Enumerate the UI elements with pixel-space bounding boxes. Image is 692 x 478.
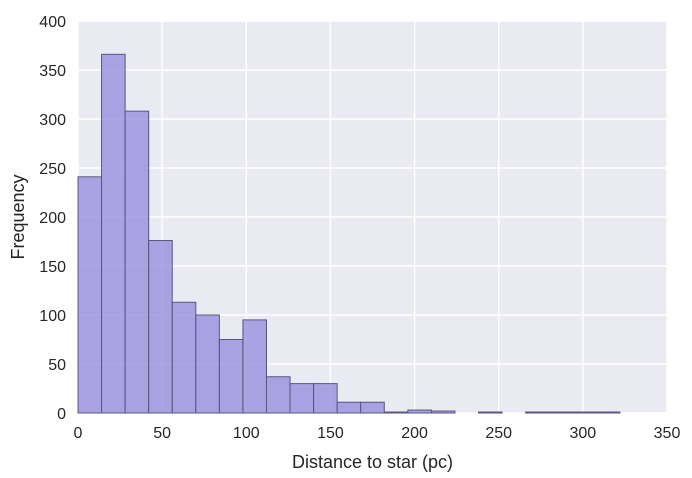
histogram-bar-4 — [171, 301, 197, 414]
y-axis-label: Frequency — [8, 174, 28, 259]
x-tick-label-200: 200 — [401, 425, 428, 442]
y-tick-labels: 0 50 100 150 200 250 300 350 400 — [39, 14, 66, 423]
x-tick-label-100: 100 — [233, 425, 260, 442]
histogram-bar-2 — [124, 110, 150, 414]
histogram-bar-3 — [148, 240, 173, 414]
histogram-bar-12 — [360, 401, 385, 414]
histogram-bar-6 — [218, 339, 244, 414]
x-tick-label-300: 300 — [570, 425, 597, 442]
y-tick-label-0: 0 — [57, 406, 66, 423]
histogram-bar-20 — [548, 411, 574, 414]
histogram-bar-19 — [525, 411, 550, 414]
y-tick-label-350: 350 — [39, 63, 66, 80]
x-tick-labels: 0 50 100 150 200 250 300 350 — [74, 425, 681, 442]
y-tick-label-150: 150 — [39, 259, 66, 276]
histogram-bar-13 — [383, 411, 409, 414]
histogram-bar-5 — [195, 314, 220, 414]
histogram-bar-1 — [101, 53, 126, 414]
y-tick-label-100: 100 — [39, 308, 66, 325]
x-tick-label-350: 350 — [654, 425, 681, 442]
histogram-bar-14 — [407, 409, 432, 414]
histogram-bar-11 — [336, 401, 362, 414]
x-axis-label: Distance to star (pc) — [292, 452, 453, 472]
histogram-bar-22 — [595, 411, 621, 414]
y-tick-label-200: 200 — [39, 210, 66, 227]
histogram-bar-0 — [77, 176, 103, 414]
histogram-bar-8 — [265, 376, 291, 414]
x-tick-label-50: 50 — [153, 425, 171, 442]
y-tick-label-300: 300 — [39, 112, 66, 129]
x-tick-label-250: 250 — [485, 425, 512, 442]
histogram-bar-9 — [289, 383, 315, 414]
histogram-bar-15 — [430, 410, 456, 414]
histogram-bar-17 — [478, 411, 503, 414]
x-tick-label-0: 0 — [74, 425, 83, 442]
histogram-bar-7 — [242, 319, 267, 414]
bars — [77, 53, 621, 414]
y-tick-label-50: 50 — [48, 357, 66, 374]
x-tick-label-150: 150 — [317, 425, 344, 442]
y-tick-label-250: 250 — [39, 161, 66, 178]
histogram-bar-10 — [313, 383, 338, 414]
y-tick-label-400: 400 — [39, 14, 66, 31]
histogram-bar-21 — [572, 411, 597, 414]
